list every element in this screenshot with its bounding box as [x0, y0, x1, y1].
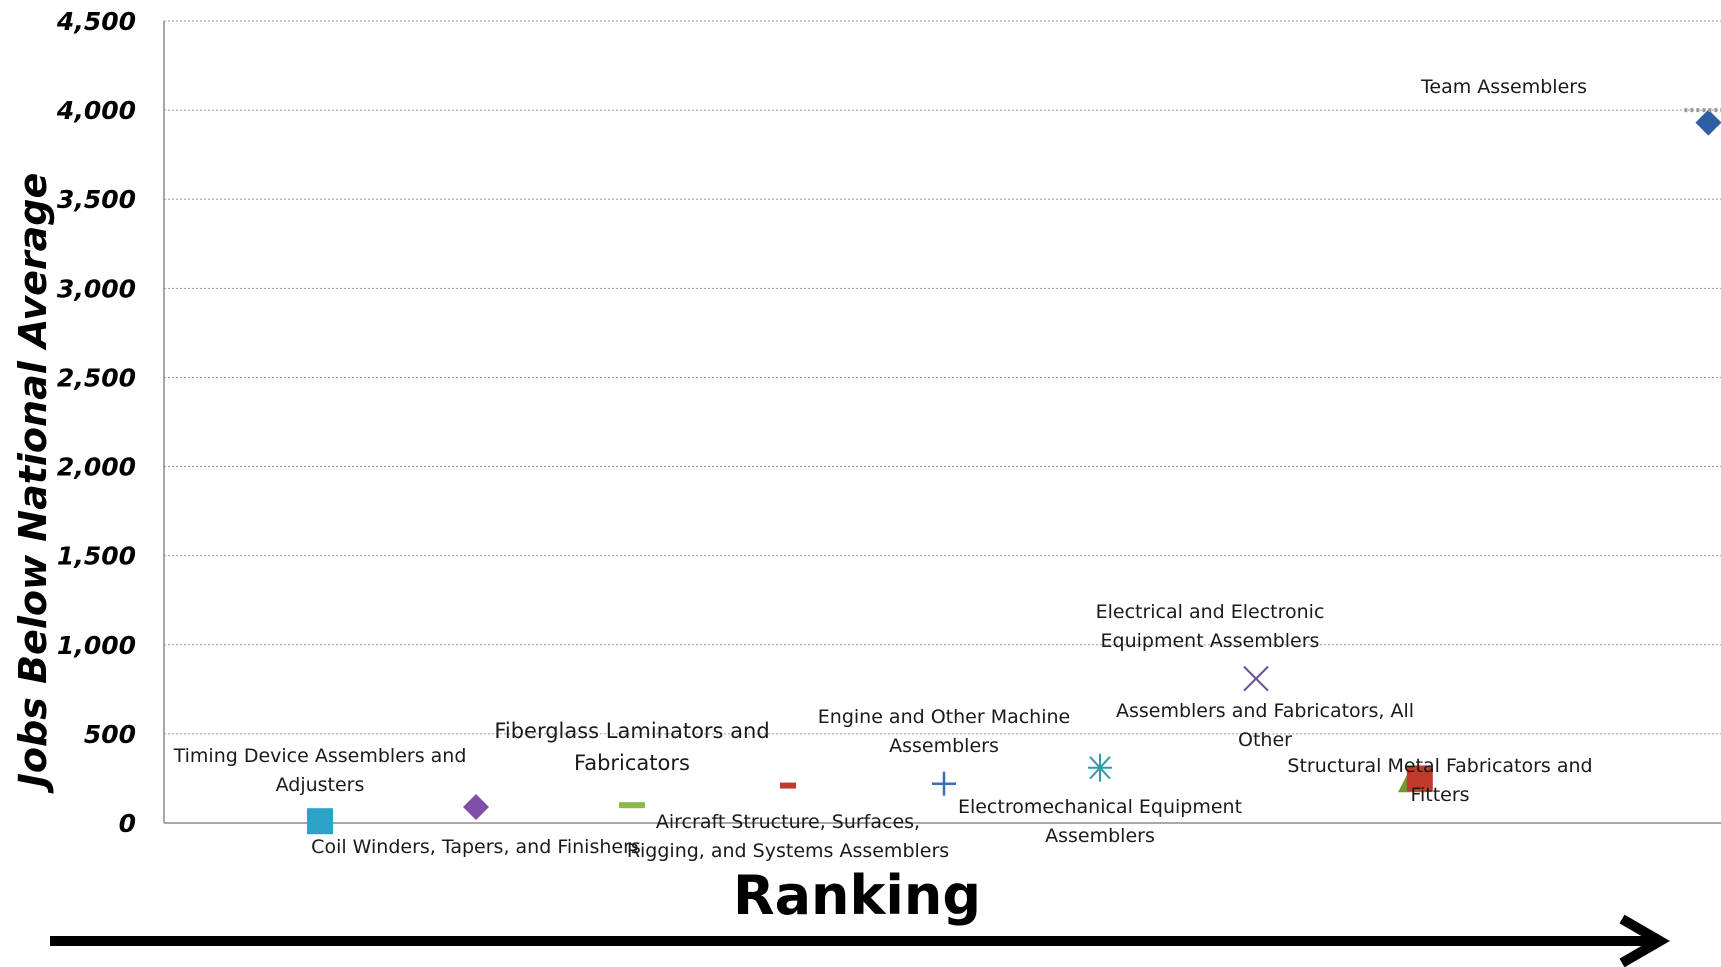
y-tick-label: 0	[119, 809, 136, 838]
point-label: Equipment Assemblers	[1101, 630, 1320, 652]
gridlines	[164, 20, 1721, 735]
point-structural-metal-fabricators-and-fitters	[1406, 765, 1433, 792]
point-team-assemblers	[1695, 109, 1721, 136]
point-label: Adjusters	[276, 774, 365, 796]
y-tick-label: 3,000	[57, 274, 136, 303]
axes	[163, 21, 1721, 824]
y-tick-label: 500	[84, 720, 136, 749]
point-label: Assemblers and Fabricators, All	[1116, 700, 1414, 722]
point-label: Engine and Other Machine	[818, 706, 1070, 728]
point-label: Timing Device Assemblers and	[173, 745, 467, 767]
point-label: Fiberglass Laminators and	[494, 719, 769, 743]
y-tick-label: 2,000	[57, 453, 136, 482]
point-coil-winders-tapers-and-finishers	[463, 793, 489, 820]
point-label: Assemblers	[1045, 825, 1155, 847]
data-points	[307, 108, 1721, 835]
y-tick-label: 3,500	[57, 185, 136, 214]
y-tick-label: 4,500	[56, 7, 136, 36]
point-label: Fitters	[1410, 784, 1469, 806]
y-tick-label: 2,500	[57, 363, 136, 392]
ranking-arrow-head	[1619, 914, 1670, 967]
point-label: Team Assemblers	[1420, 76, 1587, 98]
y-axis-label: Jobs Below National Average	[11, 173, 55, 794]
point-electrical-and-electronic-equipment-assemblers	[1243, 665, 1269, 692]
point-label: Electrical and Electronic	[1096, 601, 1325, 623]
point-fiberglass-laminators-and-fabricators	[619, 802, 645, 809]
point-label: Fabricators	[574, 751, 690, 775]
point-label: Rigging, and Systems Assemblers	[627, 840, 949, 862]
point-label: Electromechanical Equipment	[958, 796, 1242, 818]
y-tick-labels: 0 500 1,000 1,500 2,000 2,500 3,000 3,500 4,000 4…	[56, 7, 136, 838]
point-engine-and-other-machine-assemblers	[932, 771, 956, 796]
ranking-arrow	[50, 914, 1670, 967]
point-label: Aircraft Structure, Surfaces,	[656, 811, 920, 833]
y-tick-label: 4,000	[56, 96, 136, 125]
point-timing-device-assemblers-and-adjusters	[307, 808, 333, 835]
point-labels: Timing Device Assemblers and Adjusters Coi…	[173, 76, 1593, 862]
y-tick-label: 1,500	[57, 542, 136, 571]
point-label: Coil Winders, Tapers, and Finishers	[311, 836, 641, 858]
point-electromechanical-equipment-assemblers	[1088, 753, 1112, 782]
y-tick-label: 1,000	[57, 631, 136, 660]
point-label: Other	[1238, 729, 1292, 751]
point-label: Structural Metal Fabricators and	[1287, 755, 1592, 777]
point-aircraft-structure-surfaces-rigging-and-systems-assemblers	[780, 782, 796, 789]
x-axis-label: Ranking	[733, 864, 981, 927]
point-label: Assemblers	[889, 735, 999, 757]
